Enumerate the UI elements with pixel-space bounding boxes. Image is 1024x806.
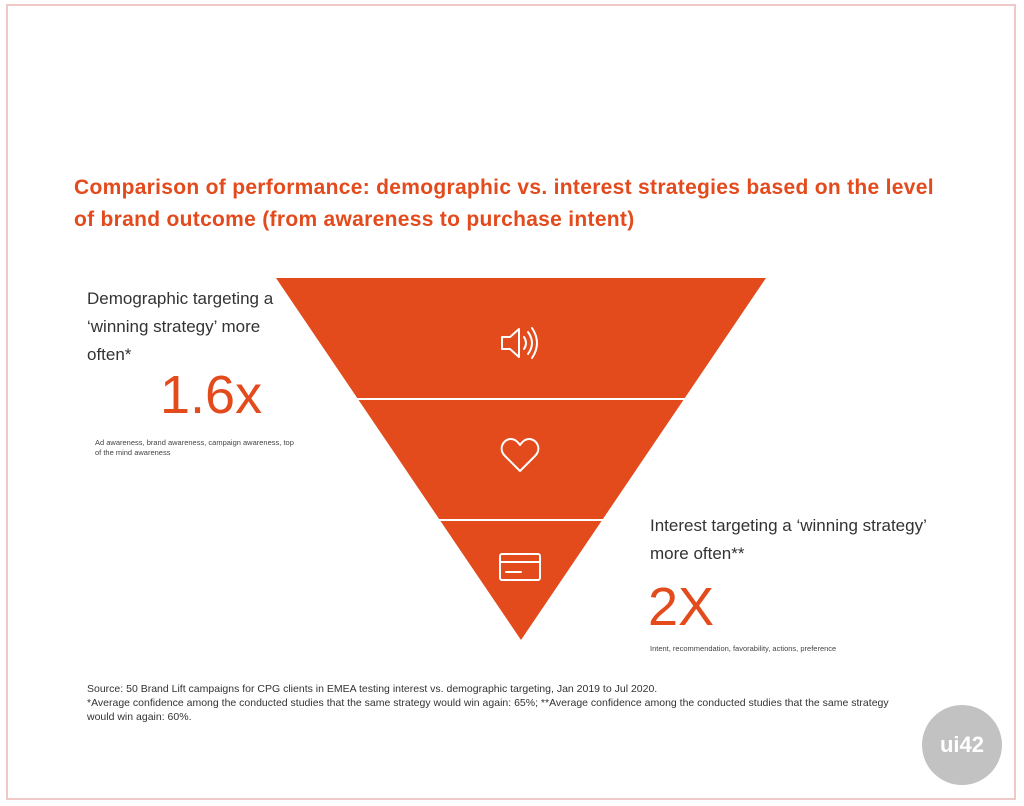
demographic-note: Ad awareness, brand awareness, campaign …: [95, 438, 294, 457]
source-line-1: Source: 50 Brand Lift campaigns for CPG …: [87, 683, 658, 695]
funnel-shape: [276, 278, 766, 640]
demographic-label: Demographic targeting a ‘winning strateg…: [87, 289, 274, 364]
watermark-logo: ui42: [922, 705, 1002, 785]
credit-card-icon: [499, 553, 541, 581]
demographic-value: 1.6x: [160, 365, 263, 425]
watermark-text: ui42: [939, 732, 985, 757]
card-frame: [6, 4, 1016, 800]
interest-label: Interest targeting a ‘winning strategy’ …: [650, 516, 927, 563]
funnel-diagram: [276, 278, 766, 640]
heart-icon: [500, 438, 540, 472]
interest-value: 2X: [648, 577, 715, 637]
chart-title: Comparison of performance: demographic v…: [74, 176, 934, 231]
interest-note: Intent, recommendation, favorability, ac…: [650, 644, 837, 653]
source-line-2: *Average confidence among the conducted …: [87, 697, 889, 723]
speaker-icon: [501, 327, 538, 359]
source-note: Source: 50 Brand Lift campaigns for CPG …: [87, 682, 917, 724]
